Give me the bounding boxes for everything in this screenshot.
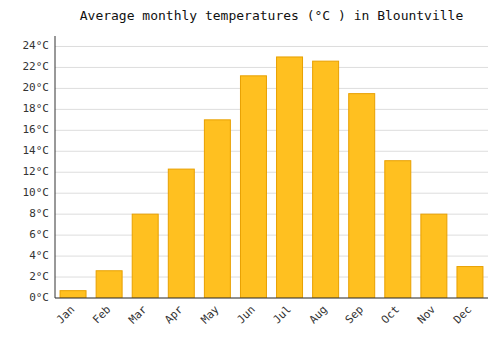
grid-line	[55, 67, 488, 68]
y-tick-label: 6°C	[29, 228, 49, 241]
bar	[421, 214, 447, 298]
x-tick-label: May	[198, 303, 222, 327]
y-tick-label: 16°C	[23, 123, 50, 136]
bar	[240, 76, 266, 298]
grid-line	[55, 109, 488, 110]
bar	[457, 267, 483, 298]
x-tick-label: Feb	[90, 303, 113, 326]
title: Average monthly temperatures (°C ) in Bl…	[80, 8, 464, 23]
y-tick-label: 4°C	[29, 249, 49, 262]
bar	[132, 214, 158, 298]
y-tick-label: 14°C	[23, 144, 50, 157]
y-tick-label: 24°C	[23, 39, 50, 52]
bar	[96, 271, 122, 298]
y-tick-label: 8°C	[29, 207, 49, 220]
x-tick-label: Jan	[54, 303, 77, 326]
page: {"chart_data": {"type": "bar", "title": …	[0, 0, 500, 350]
grid	[55, 46, 488, 298]
y-tick-label: 2°C	[29, 270, 49, 283]
x-tick-label: Apr	[162, 303, 186, 327]
y-axis: 0°C 2°C 4°C 6°C 8°C 10°C 12°C 14°C 16°C 18°C 20°C 2…	[23, 39, 50, 304]
bar	[385, 161, 411, 298]
x-tick-label: Jun	[234, 303, 257, 326]
x-tick-label: Jul	[271, 303, 294, 326]
grid-line	[55, 46, 488, 47]
x-tick-label: Sep	[343, 303, 366, 326]
axes	[55, 36, 488, 298]
bars	[60, 57, 483, 298]
grid-line	[55, 172, 488, 173]
bar	[60, 291, 86, 298]
bar	[204, 120, 230, 298]
x-tick-label: Aug	[307, 303, 330, 326]
grid-line	[55, 298, 488, 299]
grid-line	[55, 130, 488, 131]
bar	[277, 57, 303, 298]
y-tick-label: 10°C	[23, 186, 50, 199]
x-axis: Jan Feb Mar Apr May Jun Jul Aug Sep Oct Nov Dec	[54, 303, 474, 327]
chart: 0°C 2°C 4°C 6°C 8°C 10°C 12°C 14°C 16°C 18°C 20°C 2…	[0, 0, 500, 350]
x-tick-label: Oct	[379, 303, 402, 326]
x-axis-line	[55, 298, 488, 299]
grid-line	[55, 193, 488, 194]
y-tick-label: 22°C	[23, 60, 50, 73]
bar	[313, 61, 339, 298]
y-tick-label: 12°C	[23, 165, 50, 178]
y-tick-label: 18°C	[23, 102, 50, 115]
x-tick-label: Dec	[451, 303, 474, 326]
y-tick-label: 0°C	[29, 291, 49, 304]
y-tick-label: 20°C	[23, 81, 50, 94]
y-axis-line	[55, 36, 56, 298]
grid-line	[55, 88, 488, 89]
grid-line	[55, 151, 488, 152]
bar	[168, 169, 194, 298]
bar	[349, 94, 375, 298]
x-tick-label: Nov	[415, 303, 439, 327]
x-tick-label: Mar	[126, 303, 150, 327]
